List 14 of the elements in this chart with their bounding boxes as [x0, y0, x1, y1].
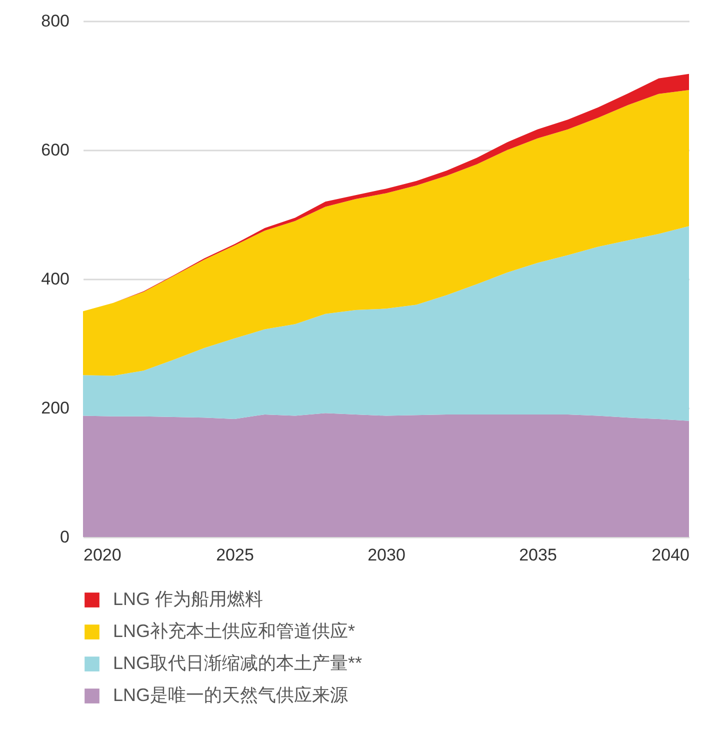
- legend-label: LNG是唯一的天然气供应来源: [113, 685, 348, 705]
- x-tick-label: 2035: [519, 546, 557, 564]
- x-tick-label: 2025: [216, 546, 254, 564]
- legend-label: LNG补充本土供应和管道供应*: [113, 621, 356, 641]
- x-tick-label: 2030: [368, 546, 406, 564]
- x-tick-label: 2020: [84, 546, 122, 564]
- y-tick-label: 400: [41, 270, 70, 288]
- x-tick-label: 2040: [652, 546, 690, 564]
- y-tick-label: 600: [41, 140, 70, 160]
- legend-label: LNG 作为船用燃料: [113, 589, 264, 609]
- legend-label: LNG取代日渐缩减的本土产量**: [113, 653, 362, 673]
- y-tick-label: 200: [41, 398, 70, 418]
- y-tick-label: 0: [60, 528, 70, 546]
- y-tick-label: 800: [41, 12, 70, 30]
